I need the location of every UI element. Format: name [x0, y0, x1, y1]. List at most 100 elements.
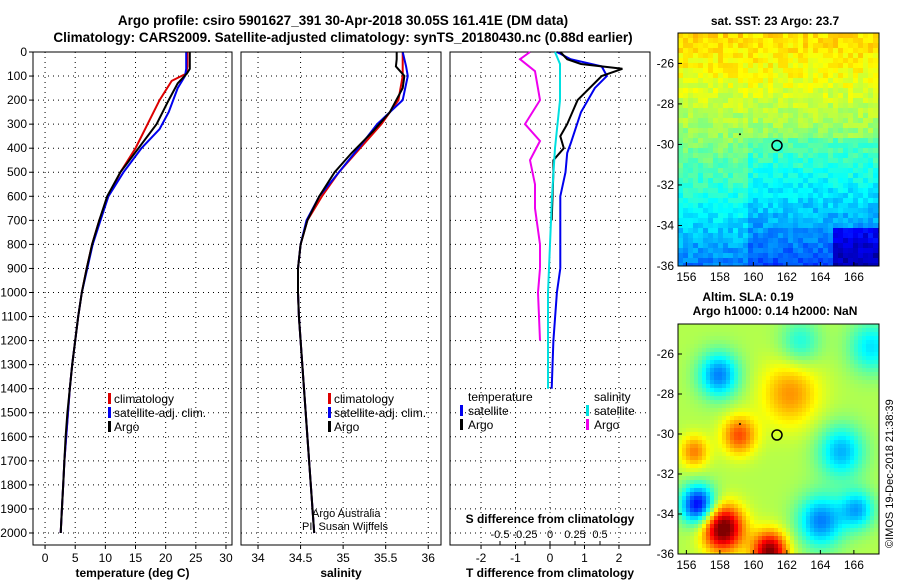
map-cell [734, 396, 738, 400]
map-cell [714, 428, 718, 432]
map-cell [848, 258, 853, 263]
map-cell [686, 540, 690, 544]
map-cell [722, 524, 726, 528]
map-cell [822, 440, 826, 444]
map-cell [826, 448, 830, 452]
map-cell [762, 536, 766, 540]
map-cell [850, 428, 854, 432]
map-cell [758, 183, 763, 188]
map-cell [874, 380, 878, 384]
map-cell [868, 203, 873, 208]
map-cell [686, 376, 690, 380]
map-cell [850, 368, 854, 372]
map-cell [818, 63, 823, 68]
map-cell [843, 258, 848, 263]
map-cell [738, 416, 742, 420]
map-cell [758, 536, 762, 540]
map-cell [708, 178, 713, 183]
map-cell [728, 233, 733, 238]
map-cell [838, 384, 842, 388]
map-cell [802, 380, 806, 384]
map-cell [678, 143, 683, 148]
map-cell [722, 348, 726, 352]
map-cell [826, 496, 830, 500]
map-cell [854, 436, 858, 440]
map-cell [678, 198, 683, 203]
x-tick-label: 34 [251, 551, 265, 565]
map-cell [698, 528, 702, 532]
map-cell [778, 400, 782, 404]
map-cell [742, 464, 746, 468]
map-cell [743, 53, 748, 58]
map-cell [694, 540, 698, 544]
map-cell [846, 484, 850, 488]
map-cell [803, 263, 808, 266]
map-cell [698, 384, 702, 388]
map-cell [762, 492, 766, 496]
map-cell [778, 512, 782, 516]
map-cell [873, 43, 878, 48]
map-cell [763, 68, 768, 73]
map-cell [678, 183, 683, 188]
map-cell [863, 148, 868, 153]
map-cell [730, 356, 734, 360]
map-cell [702, 436, 706, 440]
map-cell [683, 138, 688, 143]
map-cell [753, 108, 758, 113]
map-cell [758, 384, 762, 388]
map-cell [766, 388, 770, 392]
map-cell [750, 336, 754, 340]
x2-tick-label: -0.25 [512, 529, 537, 541]
map-cell [818, 364, 822, 368]
map-cell [843, 148, 848, 153]
x-tick-label: 5 [72, 551, 79, 565]
map-cell [748, 58, 753, 63]
map-cell [762, 432, 766, 436]
map-cell [854, 460, 858, 464]
map-cell [758, 198, 763, 203]
map-cell [698, 508, 702, 512]
map-cell [693, 103, 698, 108]
map-cell [686, 372, 690, 376]
map-cell [722, 540, 726, 544]
map-cell [746, 516, 750, 520]
map-cell [778, 168, 783, 173]
map-cell [706, 488, 710, 492]
map-cell [858, 33, 863, 38]
map-cell [862, 344, 866, 348]
map-cell [714, 508, 718, 512]
map-cell [718, 263, 723, 266]
map-cell [798, 58, 803, 63]
map-cell [833, 228, 838, 233]
map-cell [693, 173, 698, 178]
map-cell [850, 472, 854, 476]
map-cell [802, 536, 806, 540]
map-cell [842, 340, 846, 344]
map-cell [873, 213, 878, 218]
map-cell [850, 416, 854, 420]
map-cell [690, 440, 694, 444]
x-tick-label: 0 [547, 551, 554, 565]
map-cell [770, 540, 774, 544]
map-cell [738, 392, 742, 396]
map-cell [750, 464, 754, 468]
map-cell [698, 133, 703, 138]
map-cell [748, 173, 753, 178]
map-cell [814, 388, 818, 392]
map-cell [788, 128, 793, 133]
map-cell [814, 480, 818, 484]
map-cell [678, 98, 683, 103]
map-cell [813, 108, 818, 113]
map-cell [698, 376, 702, 380]
map-cell [866, 416, 870, 420]
map-cell [828, 148, 833, 153]
map-cell [728, 208, 733, 213]
map-cell [778, 163, 783, 168]
temperature-panel: 0 5 10 15 20 25 300100200300400500600700800900… [0, 45, 233, 580]
map-cell [838, 420, 842, 424]
map-cell [690, 340, 694, 344]
map-cell [798, 384, 802, 388]
map-cell [828, 158, 833, 163]
y-tick-label: 1100 [1, 310, 27, 324]
map-cell [682, 380, 686, 384]
